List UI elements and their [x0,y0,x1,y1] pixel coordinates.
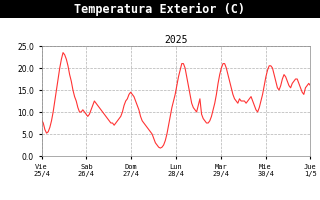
Title: 2025: 2025 [164,35,188,45]
Text: Temperatura Exterior (C): Temperatura Exterior (C) [75,2,245,16]
